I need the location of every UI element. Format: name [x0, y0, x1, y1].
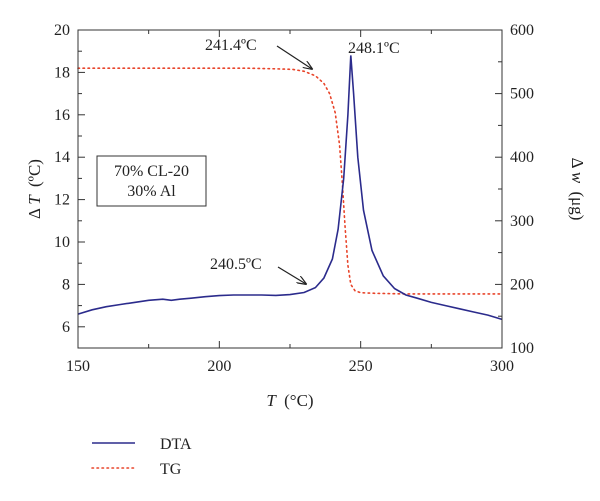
svg-text:Δ w (μg): Δ w (μg): [568, 158, 587, 221]
y-right-title-var: w: [568, 172, 587, 184]
y-left-tick-label: 6: [62, 319, 70, 336]
y-right-axis-title: Δ w (μg): [568, 158, 587, 221]
y-right-tick-label: 500: [510, 86, 534, 103]
composition-line-1: 70% CL-20: [114, 163, 189, 180]
y-right-title-unit: (μg): [568, 191, 587, 220]
x-axis-title-var: T: [266, 391, 277, 410]
y-right-tick-label: 600: [510, 22, 534, 39]
x-tick-label: 200: [207, 358, 231, 375]
y-right-tick-label: 200: [510, 276, 534, 293]
y-left-tick-label: 20: [54, 22, 70, 39]
legend-tg-label: TG: [160, 461, 182, 478]
annotations: 241.4ºC 248.1ºC 240.5ºC: [205, 37, 400, 284]
svg-text:T (°C): T (°C): [266, 391, 313, 410]
dta-onset-arrow: [277, 266, 306, 284]
y-right-tick-label: 100: [510, 340, 534, 357]
y-left-tick-label: 12: [54, 192, 70, 209]
y-left-title-prefix: Δ: [25, 208, 44, 219]
y-left-tick-label: 8: [62, 276, 70, 293]
y-right-tick-label: 300: [510, 213, 534, 230]
svg-text:Δ T (ºC): Δ T (ºC): [25, 159, 44, 219]
y-left-title-var: T: [25, 194, 44, 205]
x-axis-title-unit: (°C): [284, 391, 313, 410]
legend-dta-label: DTA: [160, 436, 192, 453]
composition-box: 70% CL-20 30% Al: [96, 155, 207, 207]
dta-onset-label: 240.5ºC: [210, 256, 262, 273]
y-right-title-prefix: Δ: [568, 158, 587, 169]
dta-series-line: [77, 55, 503, 321]
y-left-tick-label: 14: [54, 149, 70, 166]
x-tick-label: 250: [349, 358, 373, 375]
tg-onset-label: 241.4ºC: [205, 37, 257, 54]
y-left-title-unit: (ºC): [25, 159, 44, 187]
x-axis-title: T (°C): [266, 391, 313, 410]
x-tick-label: 150: [66, 358, 90, 375]
tg-series-line: [77, 67, 503, 295]
y-left-axis-title: Δ T (ºC): [25, 159, 44, 219]
plot-frame: [77, 29, 503, 349]
x-tick-label: 300: [490, 358, 514, 375]
y-left-tick-label: 16: [54, 107, 70, 124]
tg-onset-arrow: [276, 45, 312, 69]
plot-series: [77, 55, 503, 321]
composition-line-2: 30% Al: [127, 183, 176, 200]
legend: DTA TG: [91, 436, 192, 478]
dta-peak-label: 248.1ºC: [348, 40, 400, 57]
y-right-tick-label: 400: [510, 149, 534, 166]
y-left-tick-label: 10: [54, 234, 70, 251]
tick-labels: 150 200 250 300 6 8 10 12 14 16 18 20 100 200 300 400 50…: [54, 22, 534, 375]
y-left-tick-label: 18: [54, 64, 70, 81]
